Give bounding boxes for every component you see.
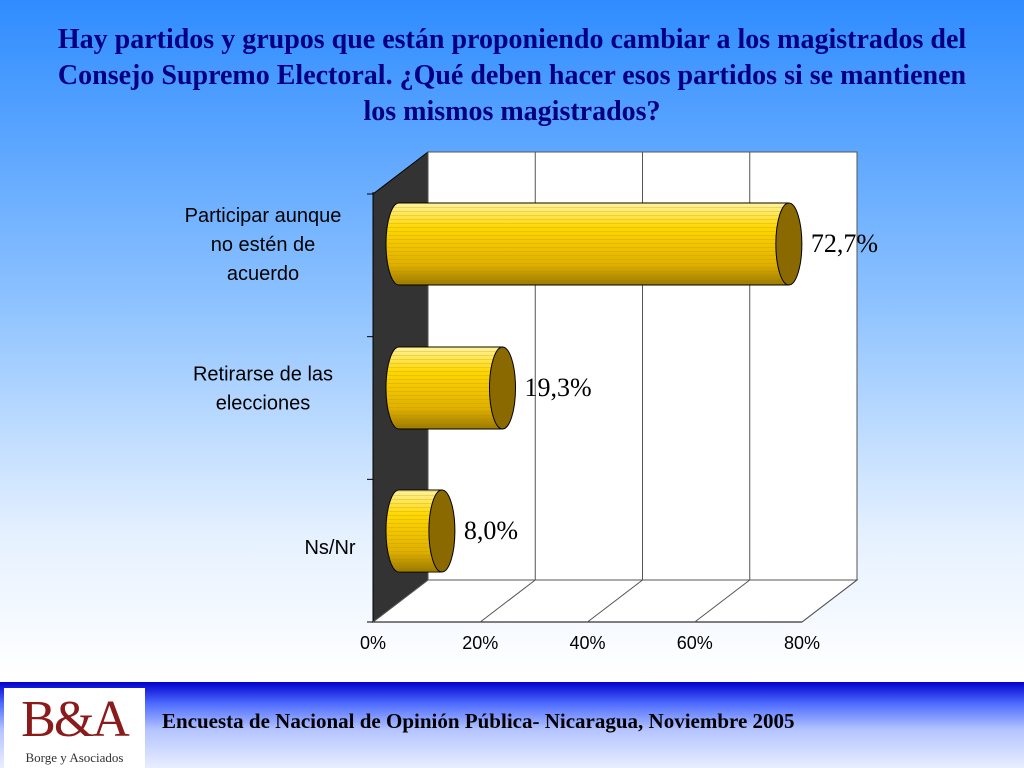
floor-gridline — [694, 579, 751, 623]
bar-end-cap — [428, 489, 456, 573]
chart-gridlines — [372, 152, 858, 623]
data-label: 19,3% — [524, 373, 591, 402]
logo-mark: B&A — [21, 691, 130, 748]
chart-bars — [385, 202, 803, 573]
x-tick-label: 60% — [677, 633, 713, 653]
x-tick-label: 80% — [784, 633, 820, 653]
data-label: 72,7% — [811, 229, 878, 258]
bar-texture — [386, 490, 442, 572]
floor-gridline — [587, 579, 643, 623]
footer-bar: B&A Borge y Asociados Encuesta de Nacion… — [0, 682, 1024, 768]
category-label-line: no estén de — [211, 234, 316, 256]
bar-chart: Participar aunque no estén de acuerdo Retir… — [185, 150, 878, 653]
data-labels: 72,7% 19,3% 8,0% — [464, 229, 878, 545]
x-tick-label: 40% — [569, 633, 605, 653]
category-label-line: Participar aunque — [185, 205, 342, 227]
floor-gridline — [479, 579, 536, 623]
bar-end-cap — [775, 202, 803, 286]
x-tick-label: 20% — [462, 633, 498, 653]
logo-subtitle: Borge y Asociados — [25, 750, 124, 765]
bar-texture — [386, 347, 503, 429]
bar-end-cap — [488, 346, 516, 430]
category-label-line: elecciones — [216, 393, 311, 415]
bar — [385, 346, 516, 430]
category-label: Retirarse de las elecciones — [193, 364, 333, 415]
category-label-line: Retirarse de las — [193, 364, 333, 386]
bar — [385, 202, 803, 286]
category-labels: Participar aunque no estén de acuerdo Retir… — [185, 205, 356, 559]
category-label: Participar aunque no estén de acuerdo — [185, 205, 342, 285]
floor-gridline — [372, 579, 429, 623]
category-label-line: acuerdo — [227, 263, 299, 285]
category-label: Ns/Nr — [304, 537, 355, 559]
category-label-line: Ns/Nr — [304, 537, 355, 559]
floor-gridline — [801, 579, 858, 623]
x-tick-label: 0% — [360, 633, 386, 653]
company-logo: B&A Borge y Asociados — [4, 688, 145, 768]
footer-caption: Encuesta de Nacional de Opinión Pública-… — [162, 709, 795, 733]
x-axis-tick-labels: 0% 20% 40% 60% 80% — [360, 633, 820, 653]
chart-title: Hay partidos y grupos que están proponie… — [57, 24, 967, 127]
bar — [385, 489, 456, 573]
data-label: 8,0% — [464, 516, 518, 545]
bar-texture — [386, 203, 789, 285]
